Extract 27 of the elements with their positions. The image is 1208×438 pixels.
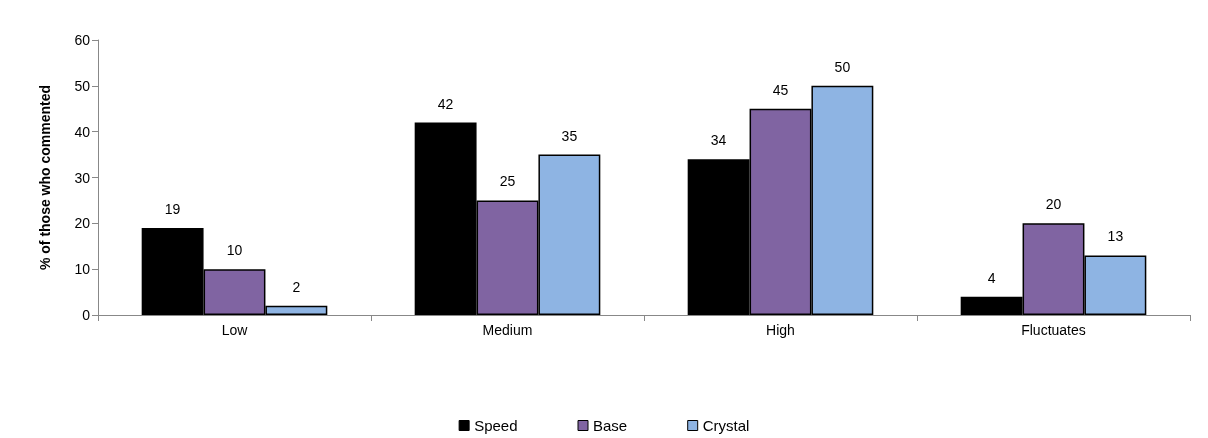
x-tick-label: Fluctuates bbox=[1021, 322, 1086, 338]
y-tick-label: 60 bbox=[74, 32, 91, 48]
legend-label: Speed bbox=[474, 417, 518, 434]
data-label: 35 bbox=[561, 127, 578, 144]
y-tick-label: 50 bbox=[74, 77, 91, 94]
legend-label: Base bbox=[593, 417, 628, 434]
y-tick-label: 30 bbox=[74, 169, 91, 186]
x-tick-label: Low bbox=[221, 322, 249, 338]
y-axis-title: % of those who commented bbox=[37, 84, 53, 271]
data-label: 19 bbox=[164, 200, 181, 217]
data-label: 4 bbox=[987, 269, 996, 286]
legend-label: Crystal bbox=[702, 417, 750, 434]
y-tick-label: 10 bbox=[74, 261, 91, 278]
data-label: 10 bbox=[226, 242, 243, 259]
data-label: 2 bbox=[292, 278, 301, 295]
data-label: 50 bbox=[834, 58, 851, 75]
data-label: 13 bbox=[1107, 228, 1124, 245]
data-label: 45 bbox=[772, 81, 789, 98]
y-tick-label: 20 bbox=[74, 215, 91, 232]
data-label: 42 bbox=[437, 95, 454, 112]
data-label: 34 bbox=[710, 132, 727, 149]
x-tick-label: Medium bbox=[482, 322, 533, 338]
y-tick-label: 40 bbox=[74, 123, 91, 140]
data-label: 25 bbox=[499, 173, 516, 190]
x-tick-label: High bbox=[766, 322, 795, 338]
data-label: 20 bbox=[1045, 196, 1062, 213]
y-tick-label: 0 bbox=[82, 307, 91, 323]
